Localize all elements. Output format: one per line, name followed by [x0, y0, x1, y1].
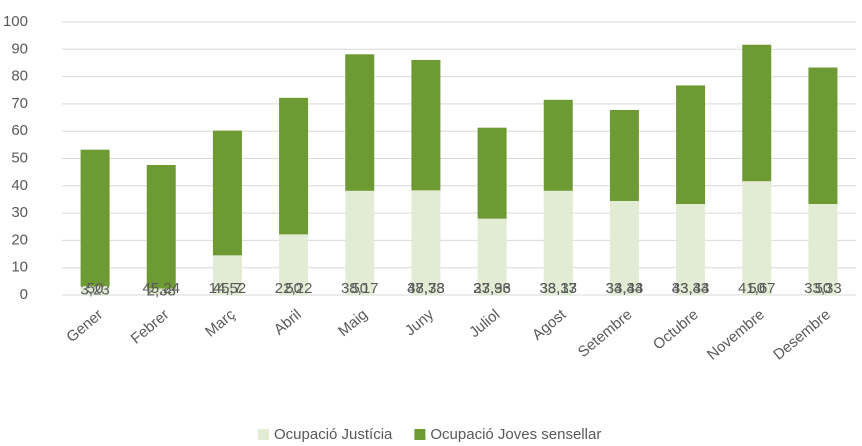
- bar-segment: [345, 54, 375, 191]
- bar-segment: [80, 286, 110, 295]
- bar-segment: [146, 288, 176, 295]
- x-tick-label: Agost: [529, 306, 570, 344]
- y-tick-label: 30: [11, 204, 28, 221]
- bar-segment: [212, 255, 242, 295]
- bar-segment: [411, 190, 441, 295]
- bar-segment: [146, 164, 176, 289]
- x-tick-label: Maig: [335, 306, 371, 340]
- bar-segment: [477, 218, 507, 295]
- data-label: 43,44: [672, 280, 710, 297]
- bar-segment: [80, 149, 110, 287]
- legend-swatch: [414, 429, 426, 440]
- x-tick-label: Novembre: [704, 306, 768, 364]
- data-label: 38,33: [407, 280, 445, 297]
- data-label: 14,52: [209, 280, 247, 297]
- legend-label: Ocupació Justícia: [274, 426, 393, 443]
- x-tick-label: Setembre: [575, 306, 636, 361]
- data-label: 33,33: [473, 280, 511, 297]
- x-tick-label: Gener: [63, 306, 106, 346]
- data-label: 50: [815, 280, 832, 297]
- bar-segment: [212, 130, 242, 256]
- y-tick-label: 100: [3, 13, 28, 30]
- y-tick-label: 90: [11, 40, 28, 57]
- data-label: 33,33: [672, 280, 710, 297]
- bar-segment: [609, 109, 639, 201]
- bar-segment: [742, 44, 772, 182]
- data-label: 38,17: [539, 280, 577, 297]
- bar-segment: [742, 181, 772, 295]
- data-label: 50: [87, 280, 104, 297]
- x-tick-label: Març: [202, 306, 239, 341]
- data-label: 45,24: [142, 280, 180, 297]
- bar-segment: [808, 67, 838, 205]
- data-label: 27,96: [473, 280, 511, 297]
- data-label: 33,33: [606, 280, 644, 297]
- x-tick-label: Juliol: [466, 306, 503, 341]
- data-label: 34,44: [606, 280, 644, 297]
- legend-label: Ocupació Joves sensellar: [430, 426, 601, 443]
- data-label: 47,78: [407, 280, 445, 297]
- bar-segment: [477, 127, 507, 219]
- data-label: 50: [351, 280, 368, 297]
- x-tick-label: Abril: [271, 306, 305, 338]
- x-tick-label: Febrer: [128, 306, 173, 347]
- x-tick-label: Octubre: [650, 306, 702, 353]
- y-tick-label: 0: [20, 286, 28, 303]
- y-tick-label: 20: [11, 231, 28, 248]
- bar-segment: [543, 190, 573, 295]
- data-label: 22,22: [275, 280, 313, 297]
- x-tick-label: Desembre: [770, 306, 834, 364]
- bar-segment: [345, 190, 375, 295]
- bar-segment: [676, 204, 706, 295]
- data-label: 33,33: [804, 280, 842, 297]
- bar-segment: [543, 99, 573, 191]
- data-label: 38,17: [341, 280, 379, 297]
- bar-segment: [279, 97, 309, 235]
- bar-segment: [411, 59, 441, 191]
- bar-segment: [609, 200, 639, 295]
- x-tick-label: Juny: [402, 306, 438, 340]
- y-tick-label: 70: [11, 95, 28, 112]
- y-tick-label: 10: [11, 259, 28, 276]
- bar-segment: [676, 85, 706, 205]
- y-tick-label: 50: [11, 149, 28, 166]
- data-label: 50: [285, 280, 302, 297]
- y-tick-label: 80: [11, 68, 28, 85]
- data-label: 45,7: [213, 280, 242, 297]
- data-label: 50: [748, 280, 765, 297]
- y-tick-label: 40: [11, 177, 28, 194]
- legend-swatch: [258, 429, 269, 440]
- data-label: 41,67: [738, 280, 776, 297]
- y-tick-label: 60: [11, 122, 28, 139]
- data-label: 33,33: [539, 280, 577, 297]
- bar-segment: [808, 204, 838, 295]
- bar-segment: [279, 234, 309, 295]
